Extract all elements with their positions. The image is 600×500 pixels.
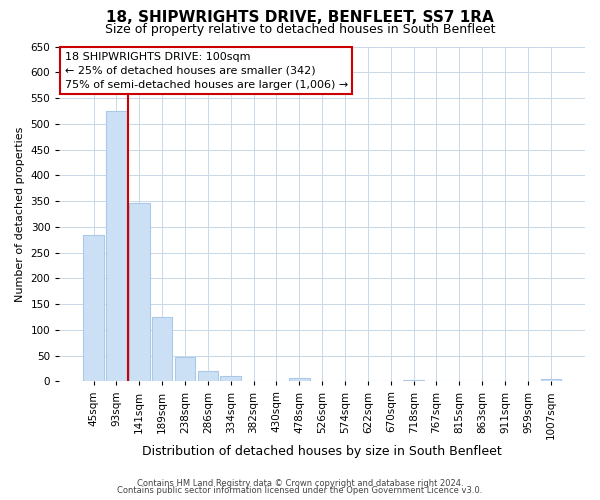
Bar bbox=[175, 356, 195, 382]
Text: Contains HM Land Registry data © Crown copyright and database right 2024.: Contains HM Land Registry data © Crown c… bbox=[137, 478, 463, 488]
Text: 18 SHIPWRIGHTS DRIVE: 100sqm
← 25% of detached houses are smaller (342)
75% of s: 18 SHIPWRIGHTS DRIVE: 100sqm ← 25% of de… bbox=[65, 52, 348, 90]
Bar bbox=[220, 376, 241, 382]
Bar bbox=[106, 111, 127, 382]
Bar bbox=[289, 378, 310, 382]
Bar bbox=[541, 380, 561, 382]
Bar bbox=[197, 371, 218, 382]
Bar bbox=[83, 234, 104, 382]
Text: Contains public sector information licensed under the Open Government Licence v3: Contains public sector information licen… bbox=[118, 486, 482, 495]
Bar bbox=[129, 202, 149, 382]
X-axis label: Distribution of detached houses by size in South Benfleet: Distribution of detached houses by size … bbox=[142, 444, 502, 458]
Text: Size of property relative to detached houses in South Benfleet: Size of property relative to detached ho… bbox=[105, 22, 495, 36]
Bar bbox=[403, 380, 424, 382]
Bar bbox=[152, 317, 172, 382]
Text: 18, SHIPWRIGHTS DRIVE, BENFLEET, SS7 1RA: 18, SHIPWRIGHTS DRIVE, BENFLEET, SS7 1RA bbox=[106, 10, 494, 25]
Y-axis label: Number of detached properties: Number of detached properties bbox=[15, 126, 25, 302]
